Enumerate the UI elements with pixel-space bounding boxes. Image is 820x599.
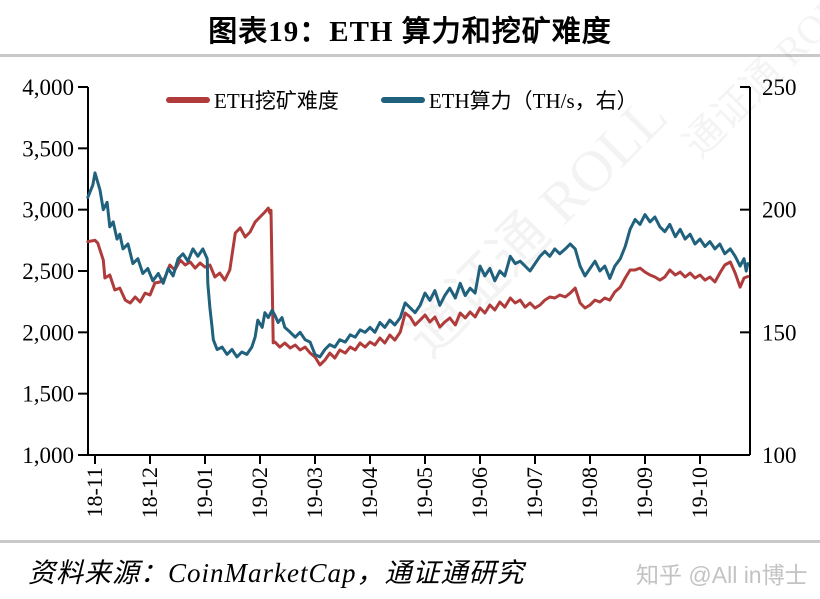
svg-text:200: 200 bbox=[762, 198, 797, 223]
svg-text:通证通 ROLL: 通证通 ROLL bbox=[675, 0, 820, 166]
svg-text:2,000: 2,000 bbox=[22, 320, 74, 345]
svg-text:19-07: 19-07 bbox=[522, 467, 547, 518]
svg-text:2,500: 2,500 bbox=[22, 259, 74, 284]
svg-text:1,000: 1,000 bbox=[22, 443, 74, 468]
svg-text:3,000: 3,000 bbox=[22, 198, 74, 223]
legend-label-difficulty: ETH挖矿难度 bbox=[214, 89, 339, 113]
svg-text:19-04: 19-04 bbox=[357, 467, 382, 518]
svg-text:19-08: 19-08 bbox=[577, 467, 602, 518]
svg-text:150: 150 bbox=[762, 320, 797, 345]
zhihu-watermark: 知乎 @All in博士 bbox=[636, 562, 808, 588]
svg-text:19-03: 19-03 bbox=[302, 467, 327, 518]
svg-text:3,500: 3,500 bbox=[22, 136, 74, 161]
footer: 资料来源：CoinMarketCap，通证通研究 知乎 @All in博士 bbox=[28, 551, 820, 590]
legend-label-hashrate: ETH算力（TH/s，右） bbox=[428, 89, 638, 113]
svg-text:19-06: 19-06 bbox=[467, 467, 492, 518]
chart-title: 图表19：ETH 算力和挖矿难度 bbox=[208, 16, 612, 48]
svg-text:1,500: 1,500 bbox=[22, 382, 74, 407]
svg-text:4,000: 4,000 bbox=[22, 75, 74, 100]
svg-text:19-02: 19-02 bbox=[247, 467, 272, 518]
svg-text:通证通 ROLL: 通证通 ROLL bbox=[393, 83, 679, 369]
difficulty-line-swatch bbox=[166, 97, 210, 103]
svg-text:19-10: 19-10 bbox=[687, 467, 712, 518]
svg-text:18-12: 18-12 bbox=[137, 467, 162, 518]
legend-item-difficulty: ETH挖矿难度 bbox=[166, 85, 339, 115]
svg-text:18-11: 18-11 bbox=[82, 467, 107, 518]
chart-legend: ETH挖矿难度 ETH算力（TH/s，右） bbox=[166, 85, 638, 115]
svg-text:19-05: 19-05 bbox=[412, 467, 437, 518]
hashrate-line-swatch bbox=[380, 97, 425, 103]
legend-item-hashrate: ETH算力（TH/s，右） bbox=[380, 85, 638, 115]
svg-text:19-09: 19-09 bbox=[632, 467, 657, 518]
svg-text:19-01: 19-01 bbox=[192, 467, 217, 518]
svg-text:250: 250 bbox=[762, 75, 797, 100]
svg-text:100: 100 bbox=[762, 443, 797, 468]
top-divider bbox=[0, 54, 820, 57]
bottom-divider bbox=[0, 540, 820, 543]
source-text: 资料来源：CoinMarketCap，通证通研究 bbox=[28, 558, 525, 588]
